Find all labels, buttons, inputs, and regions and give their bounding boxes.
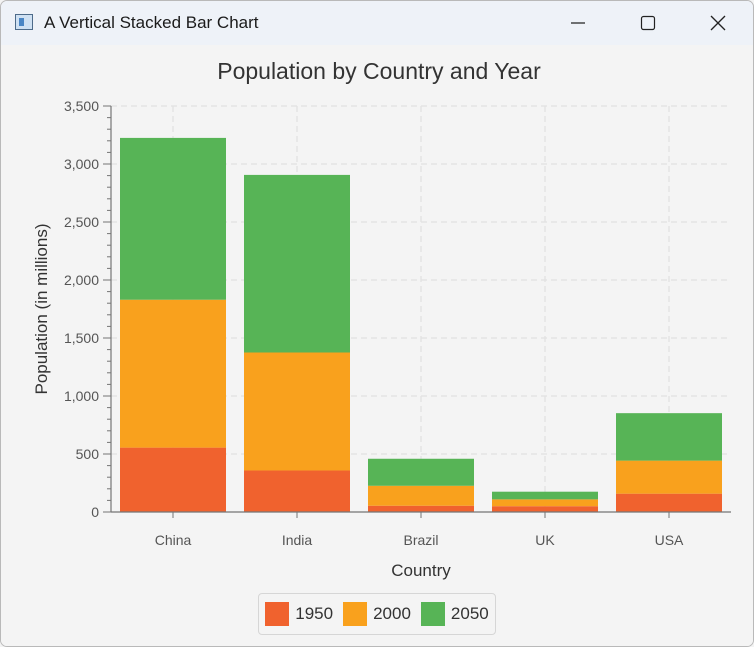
close-button[interactable] bbox=[683, 1, 753, 45]
bar-uk-1950 bbox=[492, 506, 598, 512]
y-tick-label: 2,500 bbox=[64, 214, 99, 230]
bar-brazil-2050 bbox=[368, 458, 474, 486]
title-bar[interactable]: A Vertical Stacked Bar Chart bbox=[1, 1, 753, 45]
bar-uk-2050 bbox=[492, 491, 598, 500]
legend-swatch-1950 bbox=[265, 602, 290, 626]
y-tick-label: 3,000 bbox=[64, 156, 99, 172]
maximize-icon bbox=[640, 15, 656, 31]
bar-china-2000 bbox=[120, 299, 226, 448]
y-axis-label: Population (in millions) bbox=[32, 223, 51, 394]
legend-label-2050: 2050 bbox=[450, 604, 489, 623]
bar-brazil-1950 bbox=[368, 505, 474, 512]
legend-item-2000: 2000 bbox=[343, 602, 411, 626]
x-tick-label: China bbox=[155, 532, 192, 548]
chart-title: Population by Country and Year bbox=[217, 58, 541, 84]
bar-usa-2000 bbox=[616, 460, 722, 494]
x-tick-label: Brazil bbox=[403, 532, 438, 548]
bar-brazil-2000 bbox=[368, 485, 474, 506]
y-tick-label: 500 bbox=[76, 446, 100, 462]
y-tick-label: 3,500 bbox=[64, 98, 99, 114]
bar-usa-1950 bbox=[616, 493, 722, 512]
legend-item-2050: 2050 bbox=[420, 602, 489, 626]
chart-area: Population by Country and Year 0 500 1,000 1… bbox=[1, 45, 753, 646]
bar-india-2050 bbox=[244, 174, 350, 353]
y-tick-label: 1,000 bbox=[64, 388, 99, 404]
y-tick-label: 2,000 bbox=[64, 272, 99, 288]
stacked-bar-chart: Population by Country and Year 0 500 1,000 1… bbox=[32, 58, 731, 580]
window-title: A Vertical Stacked Bar Chart bbox=[44, 13, 259, 32]
bar-china-2050 bbox=[120, 137, 226, 300]
x-tick-label: UK bbox=[535, 532, 555, 548]
x-axis-label: Country bbox=[391, 561, 451, 580]
legend-label-2000: 2000 bbox=[373, 604, 411, 623]
y-tick-label: 0 bbox=[91, 504, 99, 520]
legend-item-1950: 1950 bbox=[265, 602, 333, 626]
maximize-button[interactable] bbox=[613, 1, 683, 45]
bar-uk-2000 bbox=[492, 499, 598, 507]
close-icon bbox=[710, 15, 726, 31]
bar-india-2000 bbox=[244, 352, 350, 471]
bar-china-1950 bbox=[120, 447, 226, 512]
legend-swatch-2050 bbox=[420, 602, 445, 626]
legend-label-1950: 1950 bbox=[295, 604, 334, 623]
minimize-icon bbox=[571, 22, 585, 24]
minimize-button[interactable] bbox=[543, 1, 613, 45]
bar-india-1950 bbox=[244, 470, 350, 512]
bar-usa-2050 bbox=[616, 413, 722, 461]
x-tick-label: India bbox=[282, 532, 313, 548]
y-tick-label: 1,500 bbox=[64, 330, 99, 346]
java-app-icon bbox=[15, 14, 33, 30]
legend-swatch-2000 bbox=[343, 602, 368, 626]
x-tick-label: USA bbox=[655, 532, 684, 548]
chart-legend: 1950 2000 2050 bbox=[258, 593, 496, 635]
